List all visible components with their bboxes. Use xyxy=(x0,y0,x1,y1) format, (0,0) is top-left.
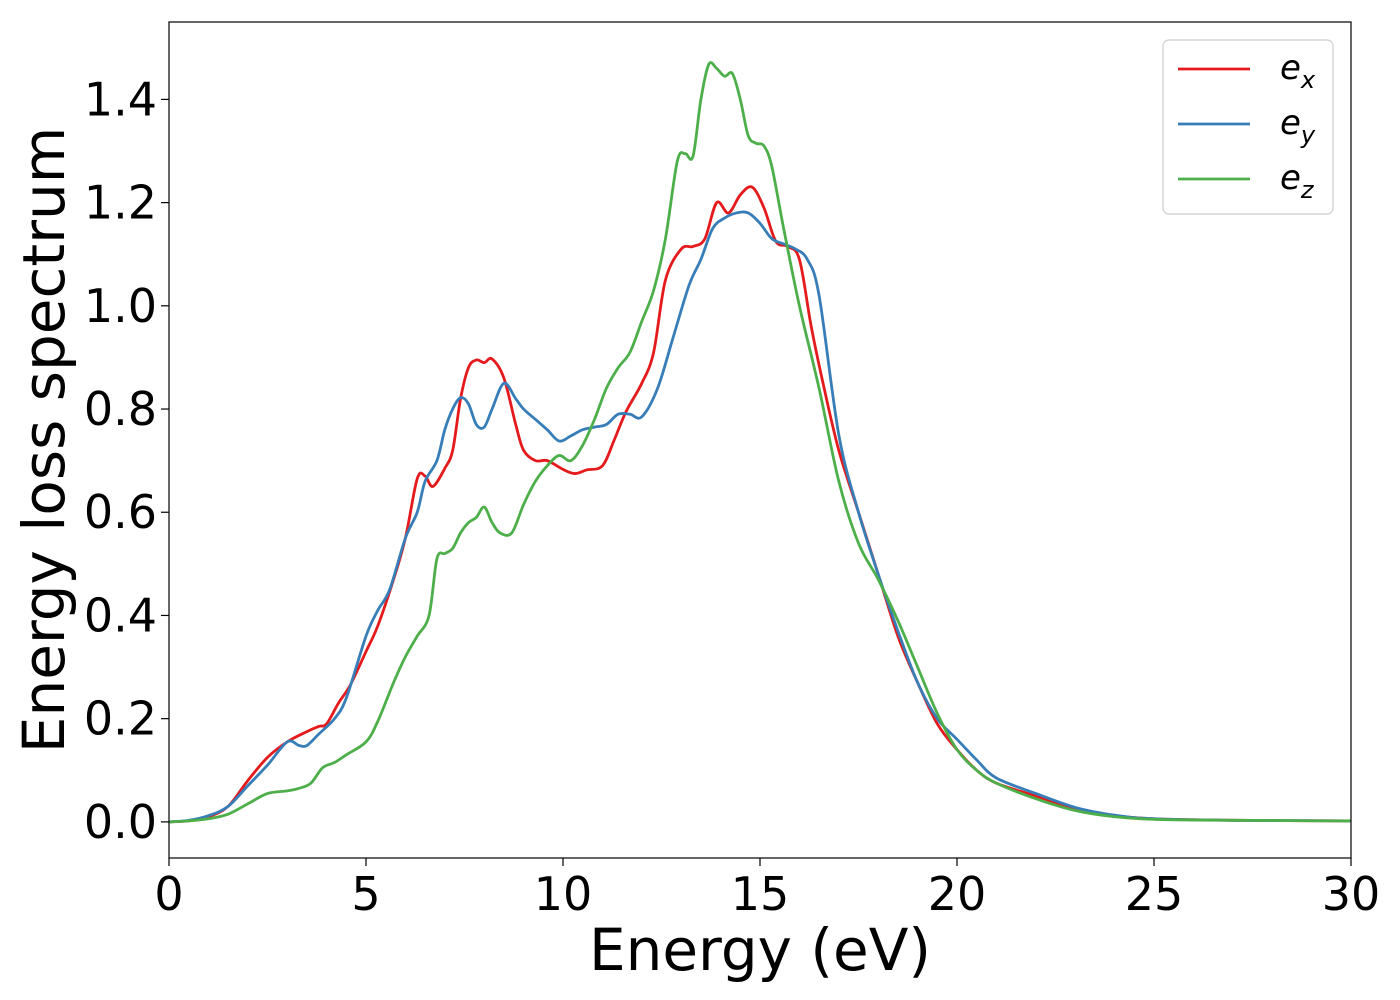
x-tick-label: 5 xyxy=(351,867,380,921)
x-tick-label: 0 xyxy=(154,867,183,921)
x-tick-label: 20 xyxy=(928,867,987,921)
y-tick-label: 0.6 xyxy=(84,485,157,539)
x-tick-label: 30 xyxy=(1322,867,1381,921)
y-tick-label: 0.0 xyxy=(84,795,157,849)
series-line-z xyxy=(168,61,1352,824)
x-axis-title: Energy (eV) xyxy=(589,916,931,984)
series-line-y xyxy=(168,210,1352,824)
x-tick-label: 25 xyxy=(1125,867,1184,921)
y-tick-label: 0.4 xyxy=(84,588,157,642)
y-tick-label: 0.2 xyxy=(84,692,157,746)
y-axis: 0.0 0.2 0.4 0.6 0.8 1.0 1.2 1.4 xyxy=(84,72,169,849)
legend-frame xyxy=(1162,39,1334,215)
y-tick-label: 0.8 xyxy=(84,382,157,436)
y-tick-label: 1.0 xyxy=(84,279,157,333)
y-axis-title: Energy loss spectrum xyxy=(10,127,78,753)
y-tick-label: 1.2 xyxy=(84,176,157,230)
x-axis: 0 5 10 15 20 25 30 xyxy=(154,858,1380,921)
series-layer xyxy=(168,61,1352,824)
x-tick-label: 10 xyxy=(534,867,593,921)
x-tick-label: 15 xyxy=(731,867,790,921)
y-tick-label: 1.4 xyxy=(84,72,157,126)
